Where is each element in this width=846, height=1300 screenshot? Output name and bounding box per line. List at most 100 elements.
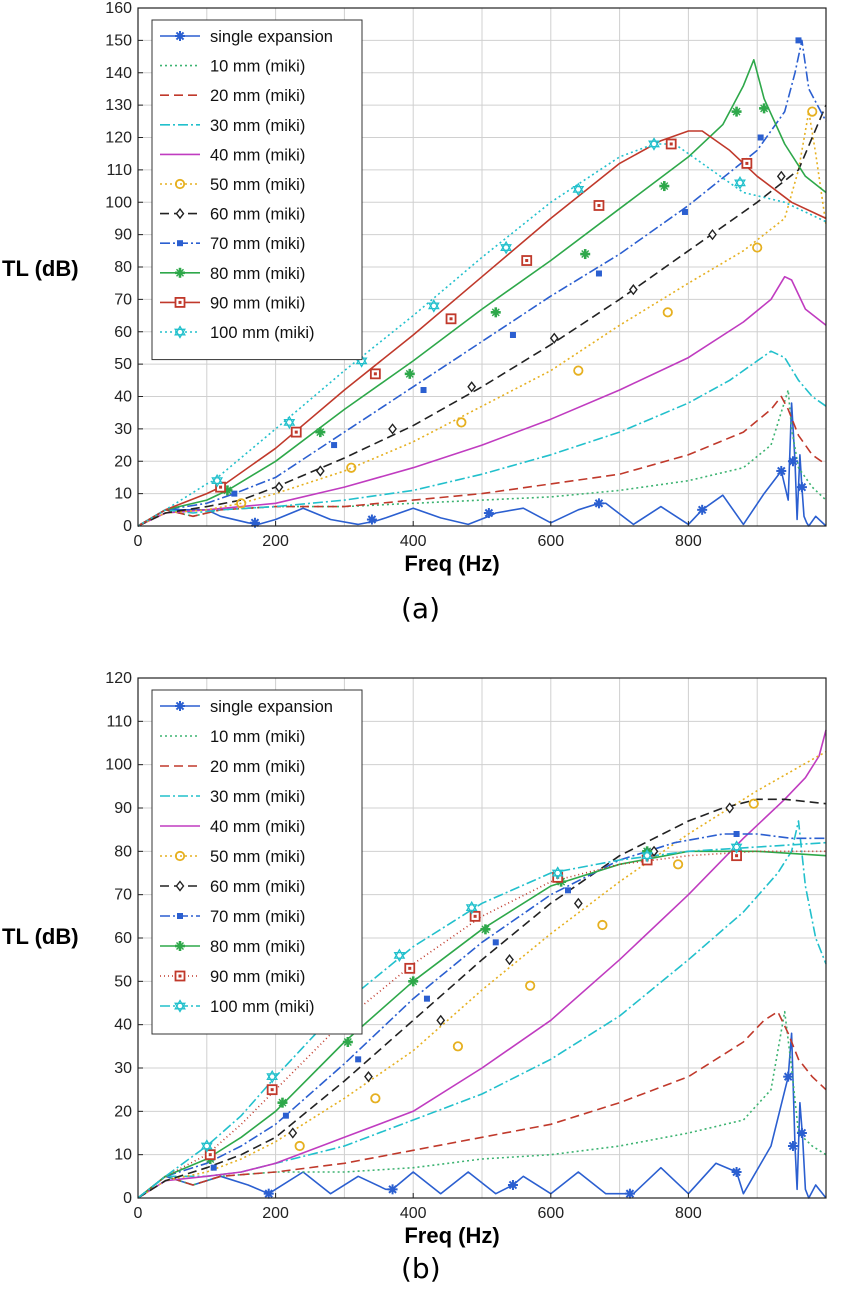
chart-a-marker-50-mm-miki (346, 462, 357, 473)
chart-a-marker-single-expansion (593, 498, 604, 509)
chart-a-legend-marker-100-mm-miki (174, 325, 186, 339)
chart-a-y-tick-label: 0 (123, 518, 132, 535)
chart-b-marker-single-expansion (731, 1167, 742, 1177)
chart-a-marker-50-mm-miki (807, 106, 818, 117)
chart-a-marker-80-mm-miki (490, 307, 501, 318)
chart-a-legend-marker-single-expansion (175, 31, 185, 41)
chart-a-series-line-70-mm-miki (137, 39, 827, 527)
chart-b-marker-60-mm-miki (436, 1014, 446, 1026)
chart-a-markers (211, 37, 818, 528)
chart-a-marker-80-mm-miki (580, 249, 591, 260)
chart-b-legend-label-10-mm-miki: 10 mm (miki) (210, 728, 305, 746)
chart-b-marker-single-expansion (787, 1141, 798, 1151)
chart-a-legend-marker-80-mm-miki (175, 267, 185, 278)
chart-b-marker-80-mm-miki (408, 976, 419, 987)
chart-a-marker-100-mm-miki (500, 240, 512, 255)
chart-a-marker-50-mm-miki (236, 498, 247, 509)
chart-b-marker-50-mm-miki (525, 980, 536, 991)
chart-b-series-line-70-mm-miki (137, 833, 826, 1199)
chart-a-series-line-single-expansion (137, 402, 827, 527)
chart-a-marker-90-mm-miki (665, 138, 677, 150)
chart-b-marker-70-mm-miki (355, 1056, 362, 1063)
chart-a-legend-label-60-mm-miki: 60 mm (miki) (210, 206, 305, 224)
chart-a-marker-single-expansion (483, 508, 494, 519)
chart-a-marker-60-mm-miki (388, 423, 397, 435)
chart-b-legend-label-20-mm-miki: 20 mm (miki) (210, 758, 305, 776)
chart-b-marker-single-expansion (387, 1184, 398, 1195)
chart-a-y-tick-label: 10 (114, 486, 132, 503)
chart-a-marker-90-mm-miki (290, 426, 302, 438)
chart-b-marker-50-mm-miki (672, 859, 684, 870)
chart-b-legend-label-60-mm-miki: 60 mm (miki) (210, 878, 305, 896)
chart-a-series-line-20-mm-miki (137, 395, 827, 527)
chart-b-marker-50-mm-miki (597, 919, 608, 931)
chart-a-marker-70-mm-miki (681, 208, 688, 215)
chart-a-ticks: 0 10 20 30 40 50 60 70 80 90 100 110 120 130 140 150 160… (105, 0, 702, 550)
chart-b-marker-90-mm-miki (469, 910, 481, 922)
chart-b-y-axis-title: TL (dB) (2, 924, 79, 949)
chart-a-marker-70-mm-miki (509, 331, 516, 338)
chart-b-marker-100-mm-miki (551, 866, 564, 880)
chart-a-marker-100-mm-miki (211, 473, 224, 488)
chart-b-series-line-single-expansion (137, 1032, 827, 1199)
chart-a-marker-60-mm-miki (708, 228, 717, 241)
chart-b-y-tick-label: 60 (114, 930, 132, 947)
chart-a-series-line-60-mm-miki (137, 104, 827, 527)
chart-b-marker-90-mm-miki (266, 1084, 278, 1096)
chart-b-marker-80-mm-miki (277, 1097, 288, 1108)
chart-a-y-tick-label: 120 (105, 130, 132, 147)
chart-b-legend-label-80-mm-miki: 80 mm (miki) (210, 938, 305, 956)
chart-a-x-tick-label: 400 (400, 533, 427, 550)
chart-b-x-tick-label: 600 (537, 1205, 564, 1222)
chart-a-legend: single expansion 10 mm (miki) 20 mm (miki)… (151, 19, 363, 361)
chart-a-marker-50-mm-miki (456, 417, 467, 428)
chart-a-y-axis-title: TL (dB) (2, 256, 79, 281)
chart-a-y-tick-label: 30 (114, 421, 132, 438)
chart-b-legend-label-70-mm-miki: 70 mm (miki) (210, 908, 305, 926)
chart-a-marker-60-mm-miki (274, 481, 284, 493)
chart-a-marker-100-mm-miki (427, 299, 440, 313)
chart-b-legend-label-30-mm-miki: 30 mm (miki) (210, 788, 305, 806)
chart-a-marker-single-expansion (776, 465, 787, 476)
chart-a-legend-label-70-mm-miki: 70 mm (miki) (210, 235, 305, 253)
chart-b-legend-label-single-expansion: single expansion (210, 698, 333, 716)
chart-a-marker-90-mm-miki (593, 200, 605, 211)
chart-b-marker-70-mm-miki (733, 831, 740, 837)
chart-a-legend-label-30-mm-miki: 30 mm (miki) (210, 117, 305, 135)
chart-a-y-tick-label: 160 (105, 0, 132, 17)
chart-a-marker-single-expansion (787, 456, 798, 467)
chart-a-y-tick-label: 100 (105, 194, 132, 211)
chart-a-x-tick-label: 0 (134, 533, 143, 550)
chart-b-marker-100-mm-miki (393, 948, 406, 963)
chart-b-x-tick-label: 200 (262, 1205, 289, 1222)
panel-label-b: (b) (401, 1252, 441, 1285)
chart-b-marker-70-mm-miki (565, 887, 571, 894)
chart-b-marker-90-mm-miki (204, 1149, 216, 1161)
chart-a-marker-60-mm-miki (315, 465, 325, 477)
chart-a-marker-80-mm-miki (759, 103, 770, 114)
chart-b-legend-marker-100-mm-miki (174, 999, 186, 1013)
chart-b-marker-100-mm-miki (200, 1139, 213, 1153)
chart-b-legend-label-90-mm-miki: 90 mm (miki) (210, 968, 305, 986)
chart-b-legend-label-100-mm-miki: 100 mm (miki) (210, 998, 315, 1016)
chart-b-ticks: 0 10 20 30 40 50 60 70 80 90 100 110 120 0 200 400 600 80… (105, 670, 702, 1222)
chart-a-marker-90-mm-miki (369, 368, 381, 380)
chart-a-legend-label-80-mm-miki: 80 mm (miki) (210, 265, 305, 283)
chart-b-marker-60-mm-miki (573, 897, 583, 909)
chart-b-y-tick-label: 70 (114, 887, 132, 904)
chart-b-marker-single-expansion (263, 1188, 274, 1199)
chart-a-marker-60-mm-miki (549, 332, 559, 344)
chart-a-marker-100-mm-miki (648, 137, 660, 151)
chart-a-marker-50-mm-miki (573, 365, 584, 376)
chart-a-legend-label-single-expansion: single expansion (210, 28, 333, 46)
chart-b-legend-marker-60-mm-miki (175, 880, 185, 892)
chart-a-legend-marker-50-mm-miki (174, 178, 186, 190)
chart-b-legend-marker-90-mm-miki (174, 970, 186, 982)
chart-b-marker-50-mm-miki (452, 1041, 464, 1052)
chart-a-series-line-40-mm-miki (137, 275, 827, 527)
chart-a-y-tick-label: 110 (106, 162, 132, 179)
chart-b-series-line-40-mm-miki (137, 729, 827, 1199)
chart-b-marker-100-mm-miki (465, 900, 478, 915)
chart-a-legend-label-40-mm-miki: 40 mm (miki) (210, 146, 305, 164)
chart-a-marker-50-mm-miki (752, 242, 763, 253)
